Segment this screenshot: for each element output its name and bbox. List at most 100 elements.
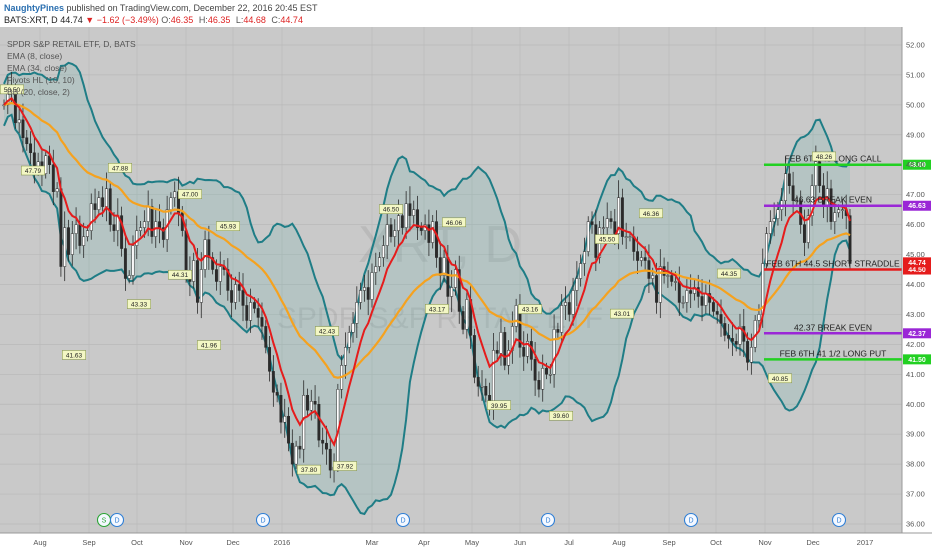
level-price-tag: [903, 159, 931, 170]
candle-body: [503, 332, 507, 366]
candle-body: [814, 161, 818, 186]
candle-body: [362, 287, 366, 291]
candle-body: [378, 257, 382, 267]
price-tick-label: 38.00: [906, 460, 925, 469]
pivot-label: 43.33: [131, 302, 148, 309]
indicator-legend-ema34[interactable]: EMA (34, close): [7, 63, 67, 73]
candle-body: [101, 197, 105, 207]
candle-body: [120, 215, 124, 249]
pivot-label: 47.88: [112, 165, 129, 172]
candle-body: [252, 302, 256, 309]
candle-body: [86, 230, 89, 237]
price-tick-label: 46.00: [906, 220, 925, 229]
candle-body: [21, 119, 25, 139]
candle-body: [51, 164, 55, 192]
candle-body: [214, 269, 218, 282]
candle-body: [32, 152, 36, 168]
candle-body: [370, 272, 374, 300]
candle-body: [833, 212, 837, 222]
indicator-legend-ema8[interactable]: EMA (8, close): [7, 51, 63, 61]
pivot-label: 37.92: [337, 464, 354, 471]
candle-body: [359, 290, 363, 303]
pivot-box: [518, 304, 542, 314]
candle-body: [670, 275, 674, 282]
candle-body: [613, 221, 617, 234]
time-tick-label: Jul: [564, 538, 574, 547]
time-tick-label: Apr: [418, 538, 430, 547]
candle-body: [55, 188, 59, 192]
price-tick-label: 40.00: [906, 400, 925, 409]
candle-body: [651, 275, 655, 279]
pivot-label: 48.26: [816, 154, 833, 161]
candle-body: [355, 302, 359, 324]
candle-body: [146, 206, 150, 222]
candle-body: [131, 245, 135, 276]
candle-body: [700, 296, 704, 306]
pivot-box: [197, 340, 221, 350]
candle-body: [112, 224, 116, 231]
candle-body: [207, 239, 211, 258]
candle-body: [298, 445, 302, 450]
pivot-box: [812, 151, 836, 162]
level-price-tag-text: 46.63: [908, 203, 926, 210]
candle-body: [427, 224, 431, 243]
candle-body: [533, 359, 537, 381]
candle-body: [507, 350, 511, 366]
indicator-legend-bb[interactable]: BB (20, close, 2): [7, 87, 70, 97]
candle-body: [290, 442, 294, 465]
candle-body: [723, 323, 727, 336]
candle-body: [666, 275, 670, 277]
time-tick-label: Nov: [758, 538, 772, 547]
candle-body: [400, 215, 404, 228]
candle-body: [321, 439, 325, 444]
candle-body: [385, 224, 389, 246]
candle-body: [605, 218, 609, 228]
candle-body: [564, 302, 567, 306]
candle-body: [768, 221, 772, 234]
indicator-legend-pivots[interactable]: Pivots HL (10, 10): [7, 75, 75, 85]
candle-body: [408, 203, 412, 216]
pivot-box: [21, 165, 45, 176]
pivot-label: 37.80: [301, 467, 318, 474]
price-tick-label: 36.00: [906, 520, 925, 529]
price-tick-label: 47.00: [906, 190, 925, 199]
price-tick-label: 42.00: [906, 340, 925, 349]
candle-body: [526, 341, 529, 357]
pivot-label: 44.31: [172, 272, 189, 279]
candle-body: [848, 215, 852, 264]
candle-body: [658, 266, 662, 303]
author-name[interactable]: NaughtyPines: [4, 3, 65, 13]
candle-body: [499, 332, 503, 354]
time-tick-label: Dec: [226, 538, 240, 547]
candle-body: [150, 206, 154, 237]
pivot-box: [487, 400, 511, 411]
dividend-event-marker: [255, 512, 271, 528]
candle-body: [275, 392, 279, 396]
candle-body: [416, 209, 419, 228]
candle-body: [29, 143, 33, 154]
candle-body: [211, 257, 215, 270]
candle-body: [283, 415, 287, 423]
change-arrow-icon: ▼: [85, 15, 95, 25]
bb-upper-line: [3, 61, 851, 361]
pivot-box: [639, 208, 663, 219]
pivot-box: [549, 410, 573, 421]
candle-body: [772, 218, 776, 222]
pivot-label: 43.16: [522, 307, 539, 314]
candle-body: [104, 188, 108, 207]
candle-body: [541, 368, 545, 390]
level-price-tag: [903, 200, 931, 211]
candle-body: [548, 374, 552, 376]
candle-body: [639, 257, 643, 261]
candle-body: [806, 215, 810, 243]
candle-body: [776, 209, 780, 219]
candle-body: [44, 155, 48, 174]
pivot-label: 43.01: [614, 311, 631, 318]
indicator-legend-symbol[interactable]: SPDR S&P RETAIL ETF, D, BATS: [7, 39, 136, 49]
candle-body: [82, 236, 86, 246]
pivot-labels: 50.50 47.79 41.63 47.88 43.33 44.31 47.00 41.96…: [0, 84, 836, 475]
last-price-tag: [903, 257, 931, 268]
candle-body: [837, 209, 841, 213]
candle-body: [681, 302, 685, 304]
